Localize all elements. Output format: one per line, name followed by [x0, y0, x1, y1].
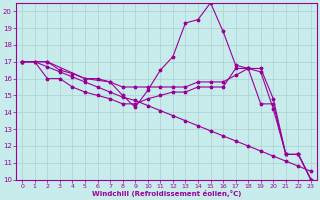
X-axis label: Windchill (Refroidissement éolien,°C): Windchill (Refroidissement éolien,°C)	[92, 190, 241, 197]
